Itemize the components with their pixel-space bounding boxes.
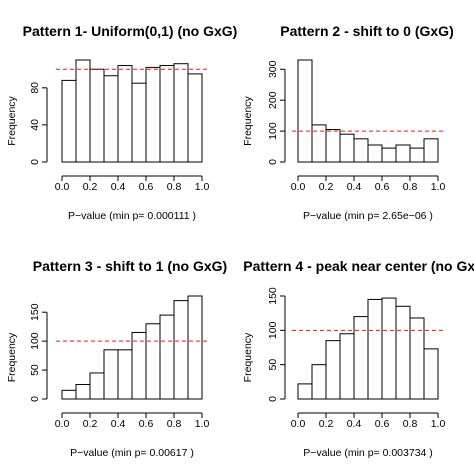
y-tick-label: 50 [267,359,279,371]
histogram-bar [367,144,383,163]
x-tick-label: 0.0 [55,418,70,430]
x-tick-label: 1.0 [195,181,210,193]
histogram-bar [325,340,341,400]
histogram-bar [187,295,203,400]
x-tick-label: 0.4 [347,418,362,430]
x-tick-label: 1.0 [431,418,446,430]
x-tick-label: 0.0 [55,181,70,193]
y-tick-label: 80 [29,82,41,94]
histogram-bar [367,298,383,400]
x-tick-label: 1.0 [195,418,210,430]
x-tick-label: 1.0 [431,181,446,193]
y-tick-label: 100 [267,122,279,140]
histogram-bar [103,75,119,163]
histogram-bar [297,59,313,163]
x-tick-label: 0.2 [319,181,334,193]
histogram-panel-2: Pattern 2 - shift to 0 (GxG) 0.0 0.2 0.4 0.6… [242,23,454,222]
histogram-bar [89,68,105,163]
y-tick-label: 100 [29,332,41,350]
histogram-bar [89,372,105,400]
histogram-bar [395,305,411,400]
x-axis-label: P−value (min p= 2.65e−06 ) [303,210,433,222]
x-axis-label: P−value (min p= 0.003734 ) [303,447,433,459]
y-axis-label: Frequency [242,332,254,382]
x-tick-label: 0.6 [375,418,390,430]
histogram-bar [61,79,77,163]
histogram-bar [311,124,327,163]
histogram-bar [325,129,341,163]
histogram-bar [75,384,91,400]
x-tick-label: 0.8 [167,418,182,430]
y-axis-label: Frequency [6,95,18,145]
histogram-bar [131,82,147,163]
chart-title: Pattern 3 - shift to 1 (no GxG) [33,258,227,274]
y-tick-label: 150 [267,287,279,305]
histogram-bar [117,65,133,163]
histogram-bar [381,147,397,163]
x-axis-label: P−value (min p= 0.000111 ) [68,210,196,222]
histogram-bar [353,316,369,400]
x-tick-label: 0.0 [291,418,306,430]
histogram-bar [423,348,439,400]
x-tick-label: 0.8 [167,181,182,193]
x-tick-label: 0.6 [375,181,390,193]
x-tick-label: 0.2 [83,418,98,430]
histogram-bar [381,297,397,400]
histogram-bar [187,73,203,163]
histogram-panel-4: Pattern 4 - peak near center (no GxG) 0.0… [242,258,474,459]
y-tick-label: 0 [29,396,41,402]
y-tick-label: 300 [267,60,279,78]
y-tick-label: 0 [267,396,279,402]
chart-title: Pattern 2 - shift to 0 (GxG) [280,23,453,39]
y-tick-label: 0 [267,159,279,165]
x-tick-label: 0.6 [139,181,154,193]
x-tick-label: 0.8 [403,181,418,193]
x-tick-label: 0.6 [139,418,154,430]
x-tick-label: 0.2 [83,181,98,193]
histogram-bar [145,66,161,163]
y-tick-label: 200 [267,91,279,109]
histogram-bar [159,65,175,163]
y-tick-label: 0 [29,159,41,165]
y-tick-label: 40 [29,119,41,131]
histogram-panel-1: Pattern 1- Uniform(0,1) (no GxG) 0.0 0.2 0.… [6,23,237,222]
histogram-bar [339,133,355,163]
histogram-bar [103,349,119,400]
x-tick-label: 0.0 [291,181,306,193]
histogram-panel-3: Pattern 3 - shift to 1 (no GxG) 0.0 0.2 0.4… [6,258,227,459]
y-tick-label: 50 [29,364,41,376]
histogram-bar [339,333,355,400]
histogram-bar [297,383,313,400]
y-axis-label: Frequency [242,95,254,145]
x-tick-label: 0.2 [319,418,334,430]
histogram-bar [131,331,147,400]
x-tick-label: 0.4 [111,418,126,430]
x-tick-label: 0.4 [111,181,126,193]
histogram-bar [353,138,369,163]
histogram-bar [423,138,439,163]
x-axis-label: P−value (min p= 0.00617 ) [70,447,194,459]
histogram-bar [159,314,175,400]
x-tick-label: 0.8 [403,418,418,430]
histogram-bar [117,349,133,400]
histogram-bar [173,300,189,400]
histogram-bar [75,59,91,163]
histogram-bar [395,144,411,163]
histogram-bar [145,323,161,400]
y-tick-label: 100 [267,321,279,339]
histogram-bar [311,364,327,400]
x-tick-label: 0.4 [347,181,362,193]
y-axis-label: Frequency [6,332,18,382]
chart-title: Pattern 4 - peak near center (no GxG) [243,258,474,274]
histogram-bar [61,389,77,400]
y-tick-label: 150 [29,303,41,321]
histogram-bar [409,147,425,163]
histogram-bar [173,63,189,163]
chart-title: Pattern 1- Uniform(0,1) (no GxG) [23,23,238,39]
